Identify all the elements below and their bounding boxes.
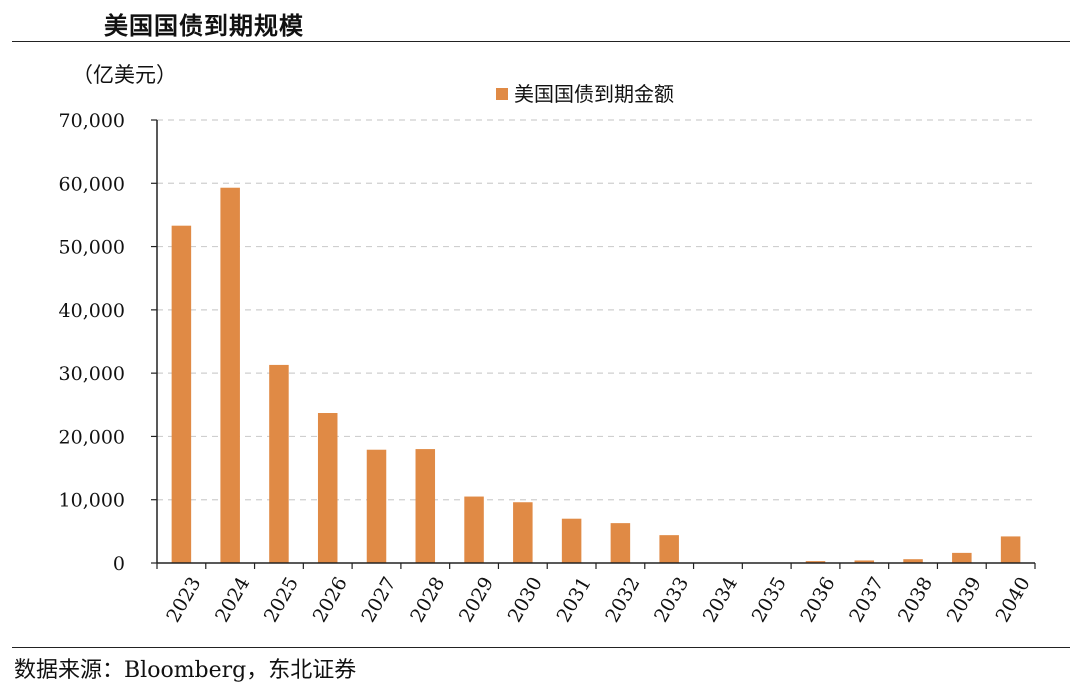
y-tick-label: 10,000 (59, 490, 125, 512)
x-tick-label: 2033 (650, 573, 693, 626)
y-axis-unit: （亿美元） (72, 63, 177, 87)
bar-2031 (561, 518, 582, 563)
bar-2028 (415, 449, 436, 563)
x-tick-labels: 2023 2024 2025 2026 2027 2028 2029 2030 2031 2032… (162, 573, 1034, 626)
x-tick-label: 2035 (748, 573, 791, 626)
x-tick-label: 2036 (796, 573, 839, 626)
x-tick-label: 2027 (357, 573, 400, 626)
x-tick-label: 2037 (845, 573, 888, 626)
bar-2039 (952, 552, 972, 563)
x-tick-label: 2026 (309, 573, 352, 626)
x-tick-label: 2034 (699, 573, 742, 626)
bar-2029 (464, 496, 484, 563)
bar-2025 (269, 364, 289, 563)
x-tick-label: 2030 (504, 573, 547, 626)
source-note: 数据来源：Bloomberg，东北证券 (14, 658, 357, 683)
x-tick-label: 2031 (552, 573, 595, 626)
bar-2024 (220, 187, 240, 564)
y-tick-label: 30,000 (59, 363, 125, 385)
bar-2040 (1000, 536, 1021, 563)
bar-2033 (659, 535, 679, 563)
x-tick-label: 2025 (260, 573, 303, 626)
axes (151, 119, 1036, 569)
y-tick-label: 20,000 (59, 426, 125, 448)
y-tick-label: 70,000 (59, 110, 125, 132)
y-tick-labels: 0 10,000 20,000 30,000 40,000 50,000 60,000 70,… (59, 110, 125, 575)
chart-title: 美国国债到期规模 (104, 12, 304, 40)
x-tick-label: 2032 (601, 573, 644, 626)
bar-2038 (903, 559, 923, 563)
x-tick-label: 2024 (211, 573, 254, 626)
bar-2037 (854, 560, 875, 563)
bar-2023 (171, 225, 192, 564)
bar-2030 (513, 502, 533, 563)
bar-2027 (366, 449, 387, 563)
y-tick-label: 60,000 (59, 173, 125, 195)
legend-swatch (496, 88, 508, 100)
footer-divider (12, 647, 1070, 648)
y-tick-label: 40,000 (59, 300, 125, 322)
x-tick-label: 2029 (455, 573, 498, 626)
legend-label: 美国国债到期金额 (514, 82, 674, 106)
x-tick-label: 2039 (943, 573, 986, 626)
x-tick-label: 2040 (991, 573, 1034, 626)
y-tick-label: 0 (113, 553, 125, 575)
bar-2032 (610, 523, 631, 563)
bar-2026 (317, 413, 338, 563)
bar-2036 (805, 561, 826, 563)
gridlines (157, 119, 1035, 501)
x-tick-label: 2038 (894, 573, 937, 626)
x-tick-label: 2023 (162, 573, 205, 626)
title-divider (12, 41, 1070, 42)
x-tick-label: 2028 (406, 573, 449, 626)
y-tick-label: 50,000 (59, 237, 125, 259)
legend: 美国国债到期金额 (496, 82, 674, 106)
bars (171, 187, 1021, 564)
